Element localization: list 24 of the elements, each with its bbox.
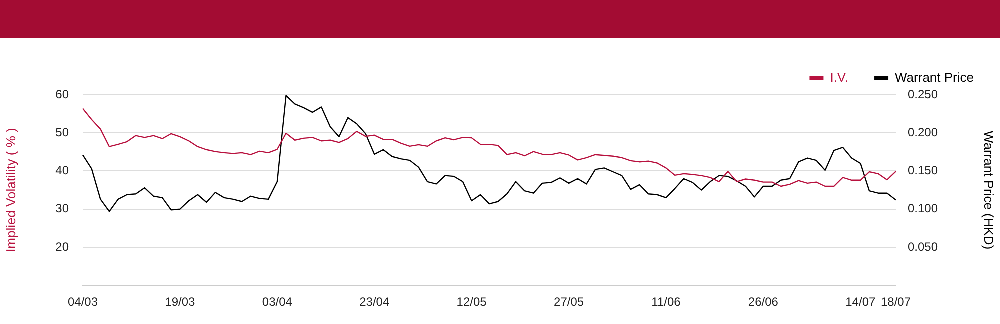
legend-label: I.V.: [830, 70, 849, 86]
x-tick-label: 26/06: [748, 295, 779, 310]
y-tick-label: 30: [56, 202, 70, 216]
y2-tick-label: 0.150: [908, 164, 938, 178]
x-tick-label: 23/04: [360, 295, 390, 310]
y-tick-label: 20: [56, 240, 70, 254]
x-tick-label: 04/03: [68, 295, 98, 310]
x-tick-label: 12/05: [456, 295, 488, 310]
x-tick-label: 14/07: [846, 295, 876, 310]
y2-tick-label: 0.200: [908, 125, 938, 140]
y2-tick-label: 0.250: [908, 87, 938, 102]
x-tick-label: 18/07: [880, 295, 912, 310]
y2-tick-label: 0.100: [908, 202, 938, 216]
y-tick-label: 40: [56, 164, 70, 178]
y-tick-label: 60: [56, 87, 70, 102]
x-tick-label: 11/06: [652, 295, 682, 310]
y-axis-title: Implied Volatility ( % ): [3, 128, 18, 252]
x-tick-label: 03/04: [262, 295, 293, 310]
y2-tick-label: 0.050: [908, 240, 938, 254]
legend-label: Warrant Price: [895, 70, 974, 86]
y2-axis-title: Warrant Price (HKD): [982, 130, 997, 250]
y-tick-label: 50: [56, 125, 70, 140]
x-tick-label: 27/05: [554, 295, 584, 310]
x-tick-label: 19/03: [165, 295, 196, 310]
